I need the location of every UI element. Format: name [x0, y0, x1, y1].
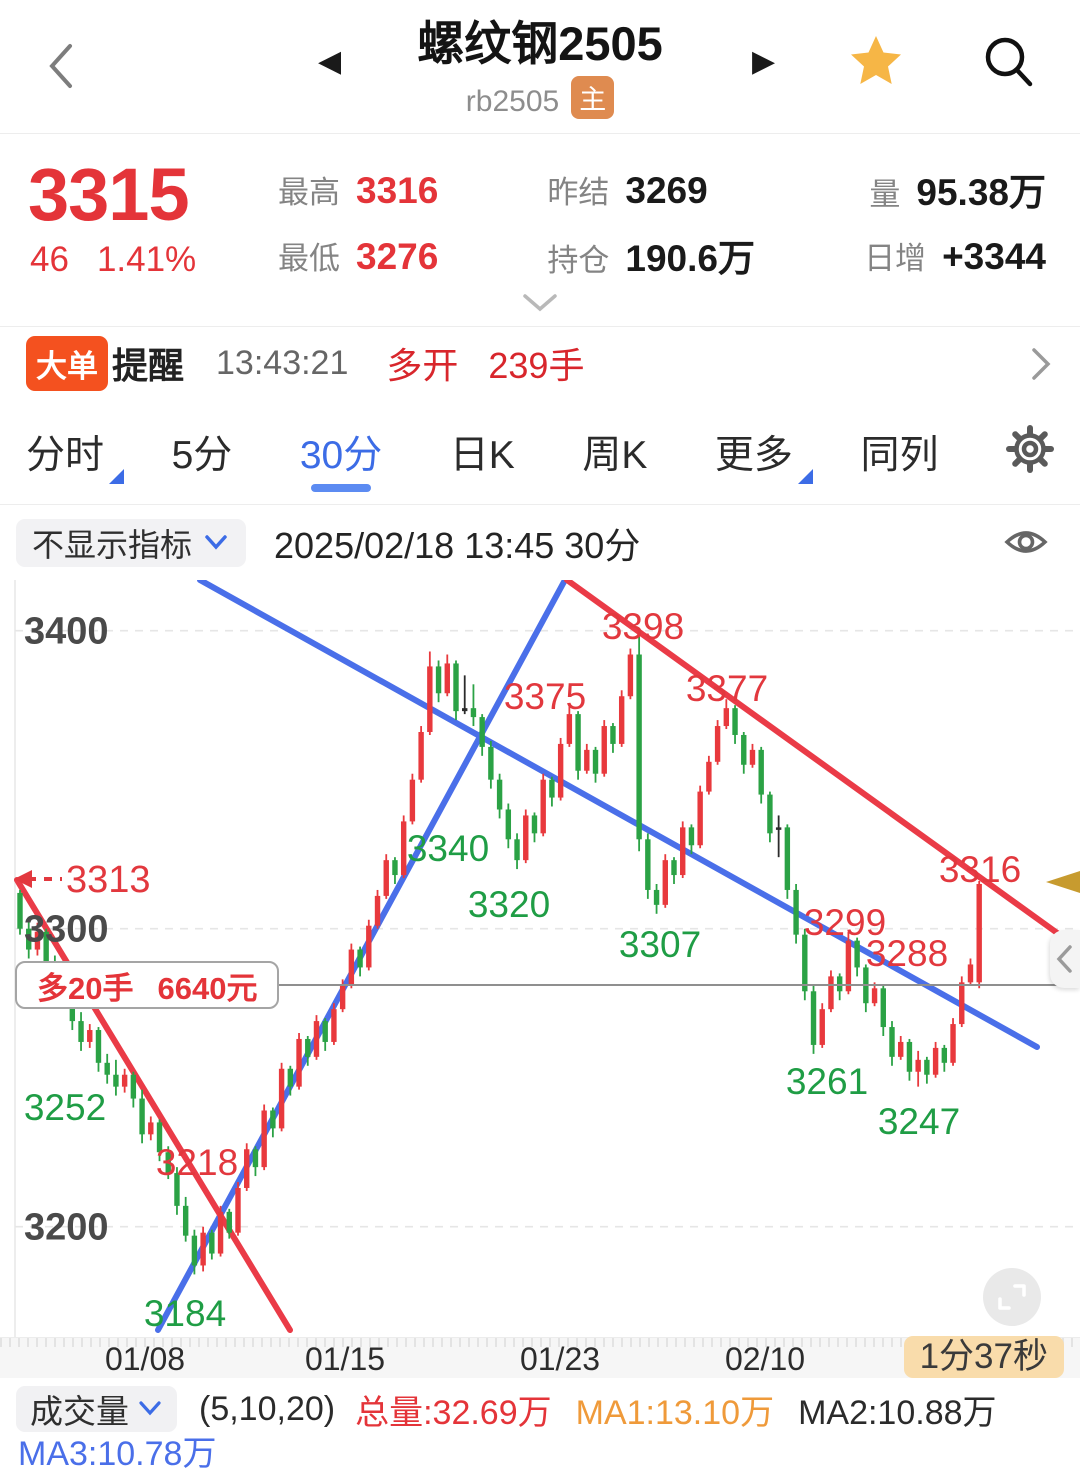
tab-分时[interactable]: 分时 — [26, 406, 125, 498]
chevron-down-icon — [139, 1401, 161, 1416]
search-icon[interactable] — [978, 30, 1038, 97]
svg-text:3340: 3340 — [407, 828, 489, 869]
volume-ma2: MA2:10.88万 — [798, 1393, 997, 1432]
contract-code-text: rb2505 — [465, 85, 560, 118]
xaxis-label-01/15: 01/15 — [304, 1341, 386, 1377]
big-order-alert-bar[interactable]: 大单 提醒 13:43:21 多开 239手 — [0, 326, 1080, 400]
svg-text:3375: 3375 — [504, 676, 586, 717]
price-change: 46 1.41% — [30, 240, 196, 280]
svg-text:3247: 3247 — [878, 1101, 960, 1142]
tab-30分[interactable]: 30分 — [300, 406, 382, 498]
position-side-qty: 多20手 — [37, 970, 134, 1006]
indicator-selector[interactable]: 不显示指标 — [16, 519, 247, 567]
svg-text:3377: 3377 — [686, 668, 768, 709]
svg-text:3320: 3320 — [468, 884, 550, 925]
period-tab-bar: 分时 5分 30分 日K 周K 更多 同列 — [0, 399, 1080, 505]
dropdown-caret-icon — [109, 468, 125, 484]
quote-expand-chevron[interactable] — [521, 292, 559, 319]
big-order-badge: 大单 — [26, 335, 108, 391]
last-price: 3315 — [28, 153, 190, 236]
volume-ma3: MA3:10.78万 — [18, 1435, 217, 1473]
axis-ticks — [0, 1338, 1080, 1347]
svg-text:3299: 3299 — [804, 902, 886, 943]
volume-indicator-selector[interactable]: 成交量 — [16, 1386, 177, 1432]
volume-ma1: MA1:13.10万 — [575, 1393, 775, 1432]
xaxis-label-02/10: 02/10 — [724, 1341, 806, 1377]
svg-text:3313: 3313 — [66, 859, 151, 901]
indicator-selector-label: 不显示指标 — [32, 527, 193, 563]
prev-contract-arrow[interactable]: ◀ — [318, 45, 342, 78]
position-order-badge[interactable]: 多20手 6640元 — [15, 961, 280, 1009]
svg-text:3184: 3184 — [144, 1293, 226, 1334]
alert-chevron-icon[interactable] — [1028, 345, 1054, 388]
change-percent: 1.41% — [96, 240, 197, 279]
main-contract-badge: 主 — [571, 76, 615, 119]
volume-ma-params: (5,10,20) — [199, 1389, 336, 1428]
tab-同列[interactable]: 同列 — [860, 433, 939, 477]
svg-text:3398: 3398 — [602, 606, 684, 647]
back-button[interactable] — [38, 38, 88, 94]
volume-indicator-bar: 成交量 (5,10,20) 总量:32.69万 MA1:13.10万 MA2:1… — [0, 1378, 1080, 1473]
tab-周K[interactable]: 周K — [582, 433, 648, 477]
tab-日K[interactable]: 日K — [449, 433, 515, 477]
alert-time: 13:43:21 — [216, 343, 349, 382]
favorite-star-icon[interactable] — [845, 30, 907, 97]
dropdown-caret-icon — [797, 468, 813, 484]
alert-volume: 239手 — [488, 345, 585, 386]
contract-code: rb2505 主 — [0, 76, 1080, 119]
bar-countdown-badge: 1分37秒 — [903, 1336, 1064, 1378]
stat-最高: 最高 3316 — [278, 169, 439, 211]
alert-title: 提醒 — [112, 345, 185, 386]
change-value: 46 — [30, 240, 69, 279]
xaxis-label-01/08: 01/08 — [104, 1341, 186, 1377]
stat-最低: 最低 3276 — [278, 235, 439, 277]
stat-昨结: 昨结 3269 — [547, 169, 708, 211]
xaxis-label-01/23: 01/23 — [519, 1341, 601, 1377]
next-contract-arrow[interactable]: ▶ — [752, 45, 776, 78]
page-title: 螺纹钢2505 — [417, 17, 663, 70]
chevron-down-icon — [205, 535, 227, 550]
stat-持仓: 持仓 190.6万 — [547, 238, 755, 279]
svg-text:3300: 3300 — [24, 909, 109, 951]
svg-text:3307: 3307 — [619, 924, 701, 965]
tab-更多[interactable]: 更多 — [715, 406, 813, 498]
svg-text:3252: 3252 — [24, 1087, 106, 1128]
volume-total: 总量:32.69万 — [355, 1393, 552, 1432]
stat-日增: 日增 +3344 — [864, 235, 1046, 277]
expand-icon — [998, 1284, 1026, 1310]
svg-text:3288: 3288 — [866, 933, 948, 974]
svg-text:3261: 3261 — [786, 1061, 868, 1102]
eye-icon[interactable] — [1002, 522, 1050, 567]
quote-panel: 3315 46 1.41% 最高 3316 昨结 3269 量 95.38万最低 3276 持仓… — [0, 134, 1080, 325]
tab-5分[interactable]: 5分 — [171, 433, 233, 477]
chart-datetime: 2025/02/18 13:45 30分 — [274, 525, 641, 566]
chevron-left-icon — [1056, 945, 1072, 973]
settings-gear-icon[interactable] — [1006, 425, 1054, 478]
time-axis: 1分37秒 01/08 01/15 01/23 02/10 — [0, 1336, 1080, 1378]
fullscreen-expand-button[interactable] — [983, 1268, 1041, 1326]
header: ◀ ▶ 螺纹钢2505 rb2505 主 — [0, 0, 1080, 134]
alert-action: 多开 — [386, 345, 459, 386]
svg-text:3400: 3400 — [24, 611, 109, 653]
title-block: 螺纹钢2505 rb2505 主 — [0, 0, 1080, 119]
svg-text:3218: 3218 — [156, 1142, 238, 1183]
candlestick-chart[interactable]: 3400 3300 3200 3398 3375 3377 3316 3299 3288 3218… — [0, 580, 1080, 1337]
svg-text:3316: 3316 — [939, 849, 1021, 890]
side-panel-expander[interactable] — [1050, 930, 1080, 988]
quote-stats: 最高 3316 昨结 3269 量 95.38万最低 3276 持仓 190.6万 日增 +3344 — [278, 158, 1046, 286]
stat-量: 量 95.38万 — [869, 172, 1046, 213]
svg-text:3200: 3200 — [24, 1207, 109, 1249]
indicator-row: 不显示指标 2025/02/18 13:45 30分 — [0, 506, 1080, 580]
position-profit: 6640元 — [157, 970, 258, 1006]
volume-selector-label: 成交量 — [30, 1393, 129, 1430]
